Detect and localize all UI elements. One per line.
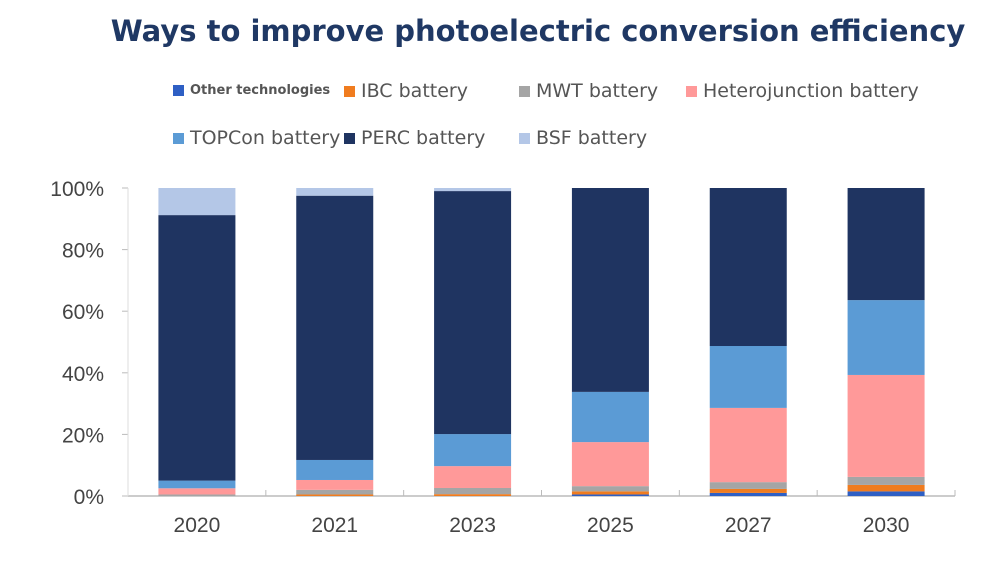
bar-segment: [434, 494, 512, 496]
x-tick-label: 2020: [174, 514, 221, 537]
chart-title: Ways to improve photoelectric conversion…: [110, 14, 966, 48]
y-tick-label: 40%: [62, 363, 104, 386]
legend-swatch: [519, 85, 530, 97]
bar-segment: [709, 488, 787, 493]
bar-segment: [296, 459, 374, 480]
bar-segment: [434, 466, 512, 488]
y-tick-label: 60%: [62, 301, 104, 324]
bar-segment: [571, 442, 649, 487]
bar-segment: [847, 491, 925, 496]
bar-segment: [296, 489, 374, 495]
legend-swatch: [686, 85, 697, 97]
bar-segment: [571, 391, 649, 443]
legend-item: PERC battery: [344, 127, 485, 149]
legend-item: IBC battery: [344, 80, 468, 102]
legend-item: TOPCon battery: [173, 127, 340, 149]
bar-segment: [434, 188, 512, 192]
legend-item: Heterojunction battery: [686, 80, 919, 102]
x-tick-label: 2025: [587, 514, 634, 537]
bar-segment: [158, 494, 236, 496]
bar-segment: [571, 486, 649, 492]
legend-label: Other technologies: [190, 83, 331, 98]
bar-segment: [847, 300, 925, 375]
legend-item: BSF battery: [519, 127, 647, 149]
bar-segment: [434, 191, 512, 435]
legend-label: Heterojunction battery: [703, 80, 919, 102]
legend-swatch: [173, 85, 184, 96]
bar-segment: [709, 482, 787, 489]
legend-label: PERC battery: [361, 127, 486, 149]
bar-segment: [571, 491, 649, 495]
legend-label: BSF battery: [536, 127, 648, 149]
legend-swatch: [173, 132, 184, 144]
legend-swatch: [344, 132, 355, 144]
y-tick-label: 0%: [74, 486, 104, 509]
x-tick-label: 2027: [725, 514, 772, 537]
bar-segment: [571, 188, 649, 392]
x-tick-label: 2021: [311, 514, 358, 537]
bar-segment: [434, 434, 512, 467]
bar-segment: [847, 374, 925, 477]
x-tick-label: 2030: [863, 514, 910, 537]
bar-segment: [709, 407, 787, 483]
legend-swatch: [519, 132, 530, 144]
bar-segment: [158, 215, 236, 481]
bar-segment: [158, 488, 236, 495]
legend-label: MWT battery: [536, 80, 659, 102]
legend-item: Other technologies: [173, 83, 330, 98]
bar-segment: [709, 188, 787, 347]
bar-segment: [847, 484, 925, 492]
bar-segment: [709, 346, 787, 408]
bar-segment: [709, 492, 787, 496]
x-tick-label: 2023: [449, 514, 496, 537]
bar-segment: [847, 188, 925, 301]
bar-segment: [158, 480, 236, 489]
bar-segment: [296, 479, 374, 490]
y-tick-label: 100%: [50, 178, 104, 201]
legend-label: IBC battery: [361, 80, 468, 102]
y-tick-label: 20%: [62, 424, 104, 447]
bar-segment: [296, 188, 374, 196]
bar-segment: [847, 476, 925, 485]
bar-segment: [296, 494, 374, 496]
bar-segment: [434, 487, 512, 495]
legend-swatch: [344, 85, 355, 97]
bar-segment: [571, 494, 649, 496]
y-tick-label: 80%: [62, 240, 104, 263]
legend-item: MWT battery: [519, 80, 658, 102]
bar-segment: [158, 188, 236, 216]
bar-segment: [296, 195, 374, 460]
legend-label: TOPCon battery: [190, 127, 341, 149]
